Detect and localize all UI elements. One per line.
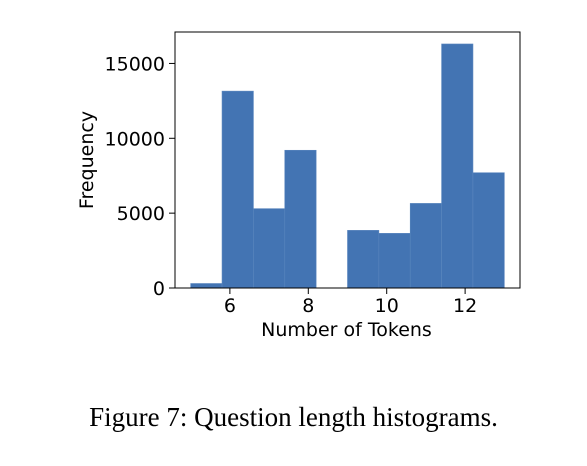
x-axis-label: Number of Tokens: [261, 319, 432, 341]
histogram-bar: [253, 208, 286, 289]
histogram-bar: [190, 283, 223, 289]
y-tick-label: 5000: [117, 203, 165, 225]
y-tick-label: 0: [153, 278, 165, 300]
bars-group: [190, 43, 505, 289]
histogram-bar: [284, 149, 317, 289]
y-ticks: 0 5000 10000 15000: [105, 53, 175, 300]
y-tick-label: 10000: [105, 128, 165, 150]
y-tick-label: 15000: [105, 53, 165, 75]
x-tick-label: 6: [224, 295, 236, 317]
x-tick-label: 8: [302, 295, 314, 317]
histogram-bar: [378, 233, 411, 289]
x-tick-label: 12: [453, 295, 477, 317]
histogram-bar: [441, 43, 474, 289]
histogram-bar: [347, 230, 380, 289]
figure-caption: Figure 7: Question length histograms.: [89, 402, 498, 432]
plot-frame: [174, 31, 521, 289]
x-ticks: 6 8 10 12: [224, 288, 477, 317]
x-tick-label: 10: [375, 295, 399, 317]
histogram-bar: [409, 203, 442, 289]
y-axis-label: Frequency: [76, 111, 98, 209]
histogram-bar: [472, 172, 505, 289]
histogram-bar: [221, 90, 254, 289]
